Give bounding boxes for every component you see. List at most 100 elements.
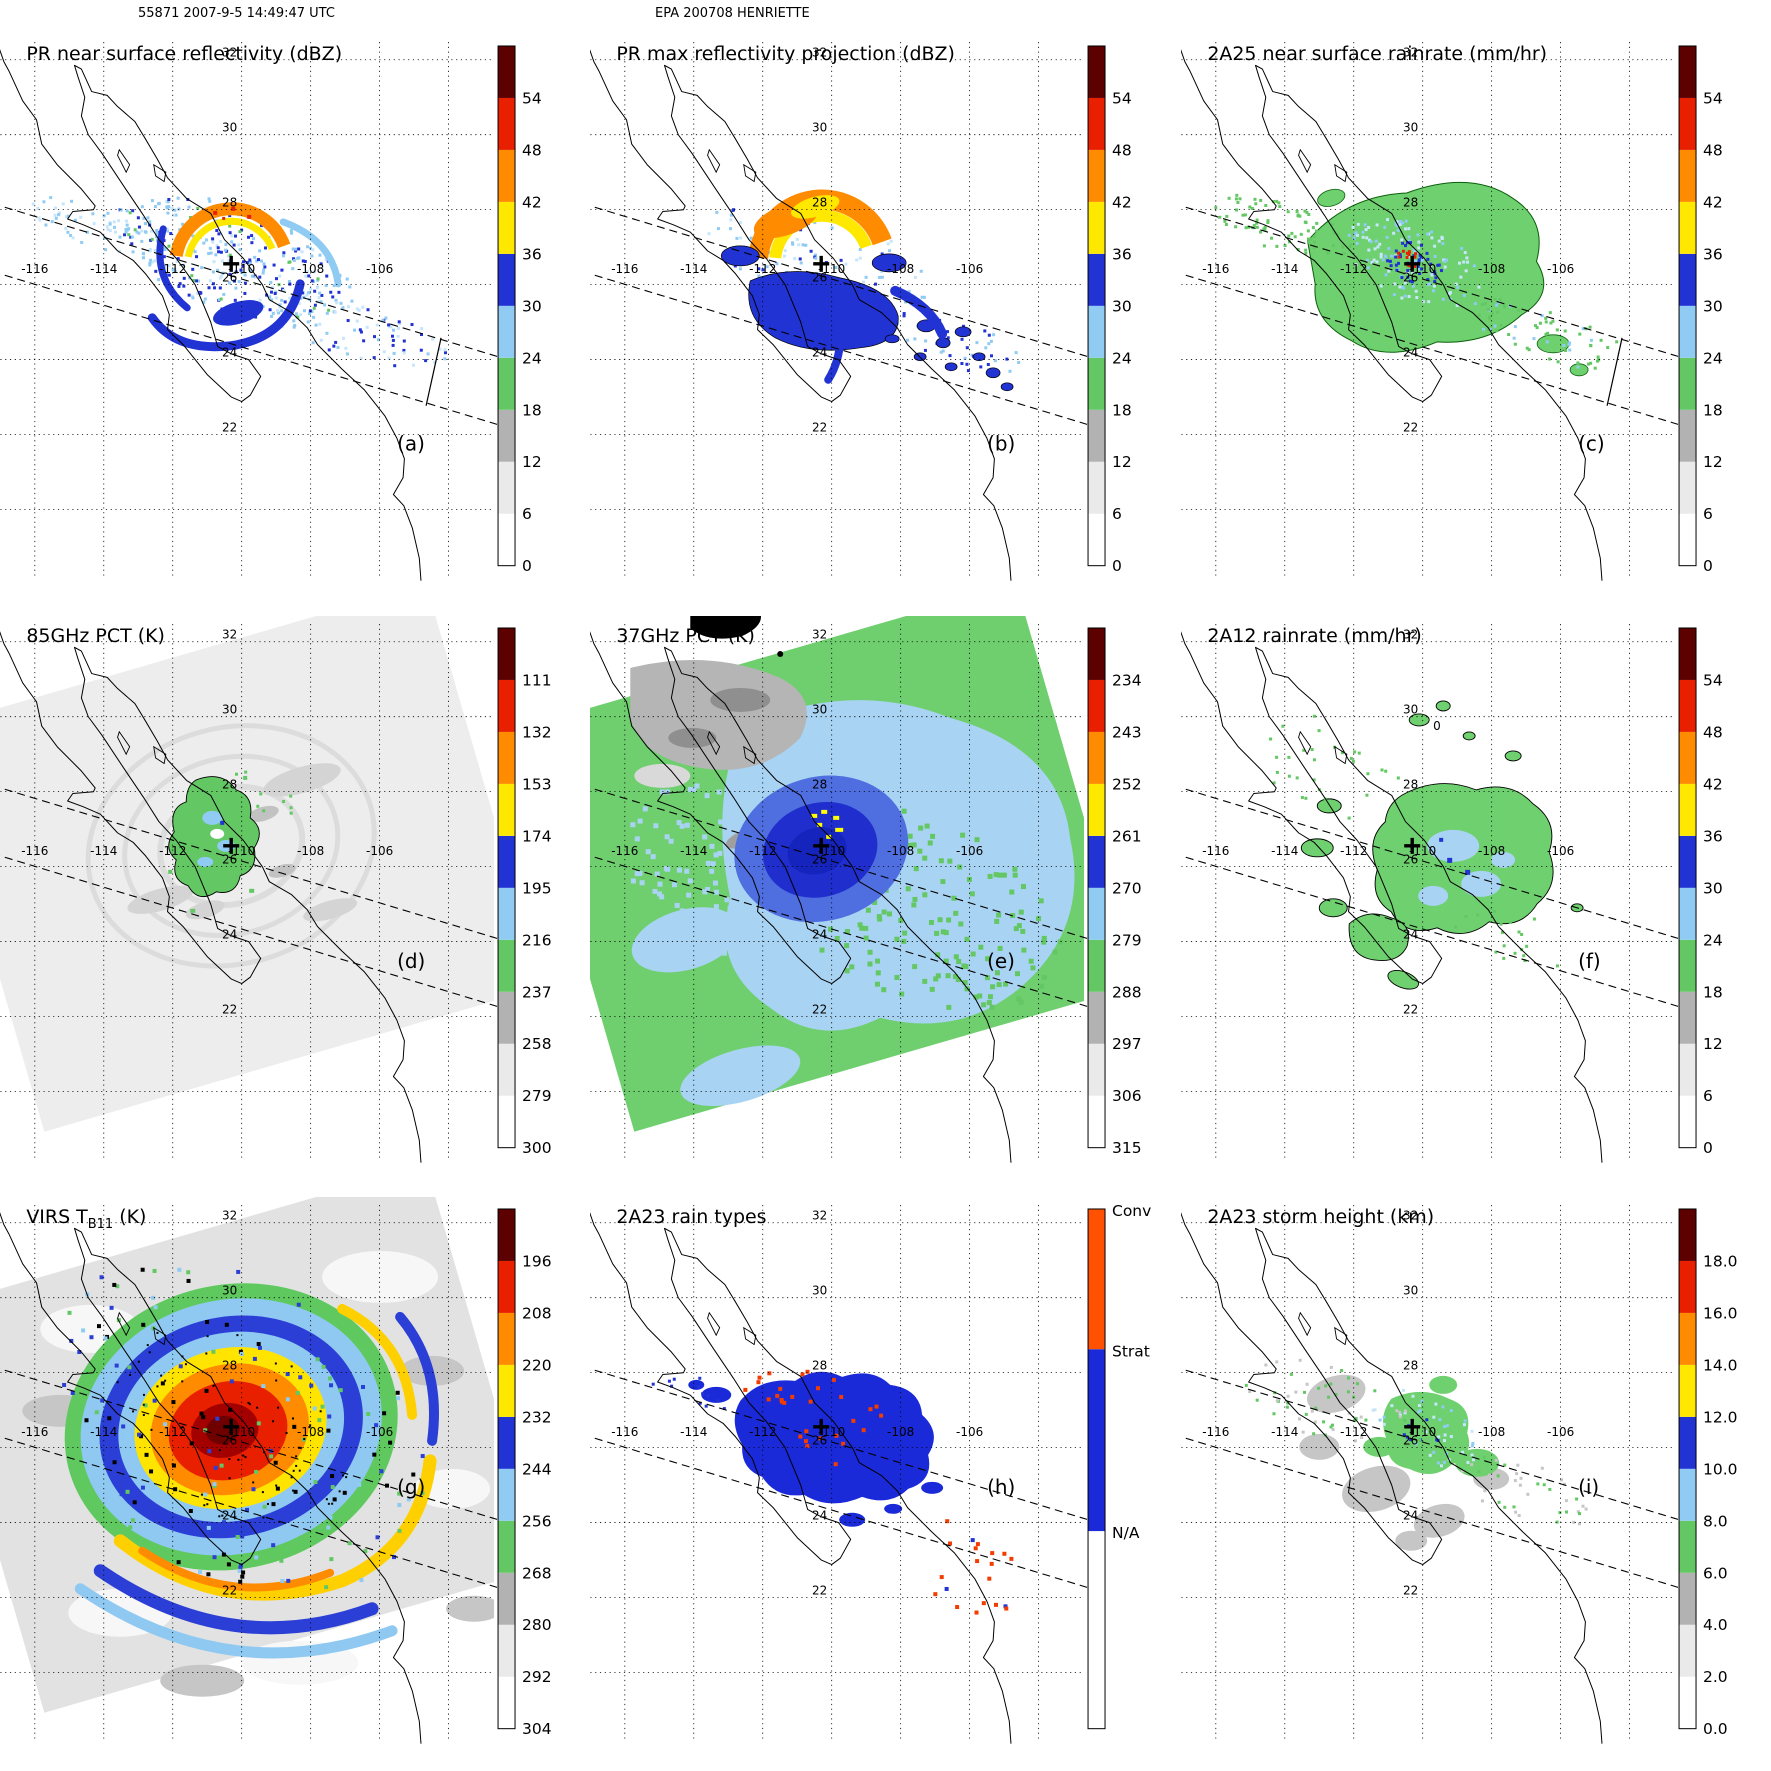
coastline — [0, 33, 422, 582]
colorbar-label: 288 — [1112, 983, 1142, 1001]
colorbar-label: 24 — [1703, 931, 1723, 949]
lat-label: 26 — [1403, 852, 1418, 866]
colorbar: 0 6 12 18 24 30 36 42 48 54 — [1678, 45, 1723, 575]
colorbar-label: 297 — [1112, 1035, 1142, 1053]
lat-label: 32 — [1403, 627, 1418, 641]
colorbar-label: 30 — [522, 297, 542, 315]
lon-label: -112 — [159, 262, 186, 276]
colorbar-label: 244 — [522, 1461, 552, 1479]
colorbar-label: 0 — [522, 557, 532, 575]
colorbar-label: 252 — [1112, 775, 1142, 793]
lat-label: 32 — [222, 1209, 237, 1223]
lat-label: 28 — [1403, 1359, 1418, 1373]
geo-labels: -116 -114 -112 -110 -108 -106 32 30 28 26 24 22 — [21, 627, 393, 1016]
lon-label: -114 — [90, 262, 117, 276]
lon-label: -108 — [297, 1425, 324, 1439]
panel-letter: (c) — [1578, 432, 1605, 456]
lat-label: 26 — [222, 1434, 237, 1448]
colorbar-label: 6 — [1703, 505, 1713, 523]
lon-label: -110 — [1409, 262, 1436, 276]
colorbar-label: 243 — [1112, 723, 1142, 741]
lat-label: 24 — [222, 1509, 237, 1523]
colorbar-label: 261 — [1112, 827, 1142, 845]
lat-label: 30 — [222, 121, 237, 135]
data-overlay — [652, 1370, 1014, 1615]
colorbar-label: 6 — [522, 505, 532, 523]
lon-label: -108 — [887, 262, 914, 276]
lon-label: -114 — [1271, 844, 1298, 858]
colorbar-label: 18 — [1703, 401, 1723, 419]
panel-letter: (f) — [1578, 948, 1601, 972]
contour-zero-label: 0 — [1433, 719, 1441, 733]
colorbar: Conv Strat N/A — [1087, 1202, 1152, 1730]
colorbar-label: 18 — [1112, 401, 1132, 419]
swath-edge-mark — [1606, 337, 1623, 407]
panel-letter: (i) — [1578, 1475, 1599, 1499]
orbit-timestamp: 55871 2007-9-5 14:49:47 UTC — [138, 6, 335, 21]
colorbar-label: 292 — [522, 1669, 552, 1687]
colorbar-label: 196 — [522, 1253, 552, 1271]
colorbar-label: 12.0 — [1703, 1409, 1737, 1427]
lat-label: 30 — [1403, 1284, 1418, 1298]
colorbar: 0 6 12 18 24 30 36 42 48 54 — [1087, 45, 1132, 575]
panel-title: 2A12 rainrate (mm/hr) — [1207, 625, 1421, 647]
colorbar: 304 292 280 268 256 244 232 220 208 196 — [497, 1208, 552, 1738]
panel-c: -116 -114 -112 -110 -108 -106 32 30 28 26 24 22 2A2… — [1180, 33, 1723, 582]
colorbar-label: 36 — [522, 245, 542, 263]
lat-label: 30 — [1403, 121, 1418, 135]
storm-name: EPA 200708 HENRIETTE — [655, 6, 810, 21]
lat-label: 28 — [812, 1359, 827, 1373]
lat-label: 32 — [1403, 1209, 1418, 1223]
panel-title: VIRS TB11 (K) — [26, 1206, 146, 1232]
lon-label: -112 — [1340, 262, 1367, 276]
lat-label: 22 — [1403, 421, 1418, 435]
lat-label: 28 — [222, 196, 237, 210]
lon-label: -116 — [612, 1425, 639, 1439]
panel-letter: (b) — [987, 432, 1015, 456]
colorbar-label: 12 — [1703, 453, 1723, 471]
colorbar-label: 12 — [1703, 1035, 1723, 1053]
colorbar-label: 48 — [522, 141, 542, 159]
panel-letter: (d) — [397, 948, 425, 972]
lat-label: 24 — [812, 1509, 827, 1523]
panel-title: PR near surface reflectivity (dBZ) — [26, 43, 342, 65]
lon-label: -106 — [956, 262, 983, 276]
colorbar-label: 174 — [522, 827, 552, 845]
lon-label: -116 — [612, 262, 639, 276]
colorbar-label: 16.0 — [1703, 1305, 1737, 1323]
colorbar: 0.0 2.0 4.0 6.0 8.0 10.0 12.0 14.0 16.0 18.0 — [1678, 1208, 1737, 1738]
colorbar-label: Strat — [1112, 1343, 1150, 1361]
lat-label: 32 — [222, 627, 237, 641]
lon-label: -114 — [681, 262, 708, 276]
lon-label: -110 — [1409, 844, 1436, 858]
lon-label: -116 — [1202, 844, 1229, 858]
lat-label: 26 — [222, 271, 237, 285]
geo-labels: -116 -114 -112 -110 -108 -106 32 30 28 26 24 22 — [612, 46, 984, 435]
colorbar-label: 306 — [1112, 1087, 1142, 1105]
lat-label: 30 — [812, 702, 827, 716]
lon-label: -112 — [159, 844, 186, 858]
colorbar-label: 153 — [522, 775, 552, 793]
lat-label: 24 — [1403, 927, 1418, 941]
lon-label: -106 — [1547, 262, 1574, 276]
lat-label: 30 — [1403, 702, 1418, 716]
lat-label: 24 — [1403, 346, 1418, 360]
lon-label: -108 — [887, 844, 914, 858]
colorbar-label: 30 — [1112, 297, 1132, 315]
data-overlay — [707, 189, 1021, 392]
lat-label: 22 — [1403, 1584, 1418, 1598]
colorbar-label: 48 — [1112, 141, 1132, 159]
lat-label: 26 — [812, 852, 827, 866]
lat-label: 30 — [812, 1284, 827, 1298]
lat-label: 28 — [1403, 777, 1418, 791]
colorbar-label: 216 — [522, 931, 552, 949]
lat-label: 28 — [222, 777, 237, 791]
lat-label: 32 — [1403, 46, 1418, 60]
colorbar-label: 270 — [1112, 879, 1142, 897]
lon-label: -112 — [1340, 844, 1367, 858]
lon-label: -112 — [749, 262, 776, 276]
lat-label: 32 — [222, 46, 237, 60]
lon-label: -110 — [818, 1425, 845, 1439]
lon-label: -112 — [749, 844, 776, 858]
